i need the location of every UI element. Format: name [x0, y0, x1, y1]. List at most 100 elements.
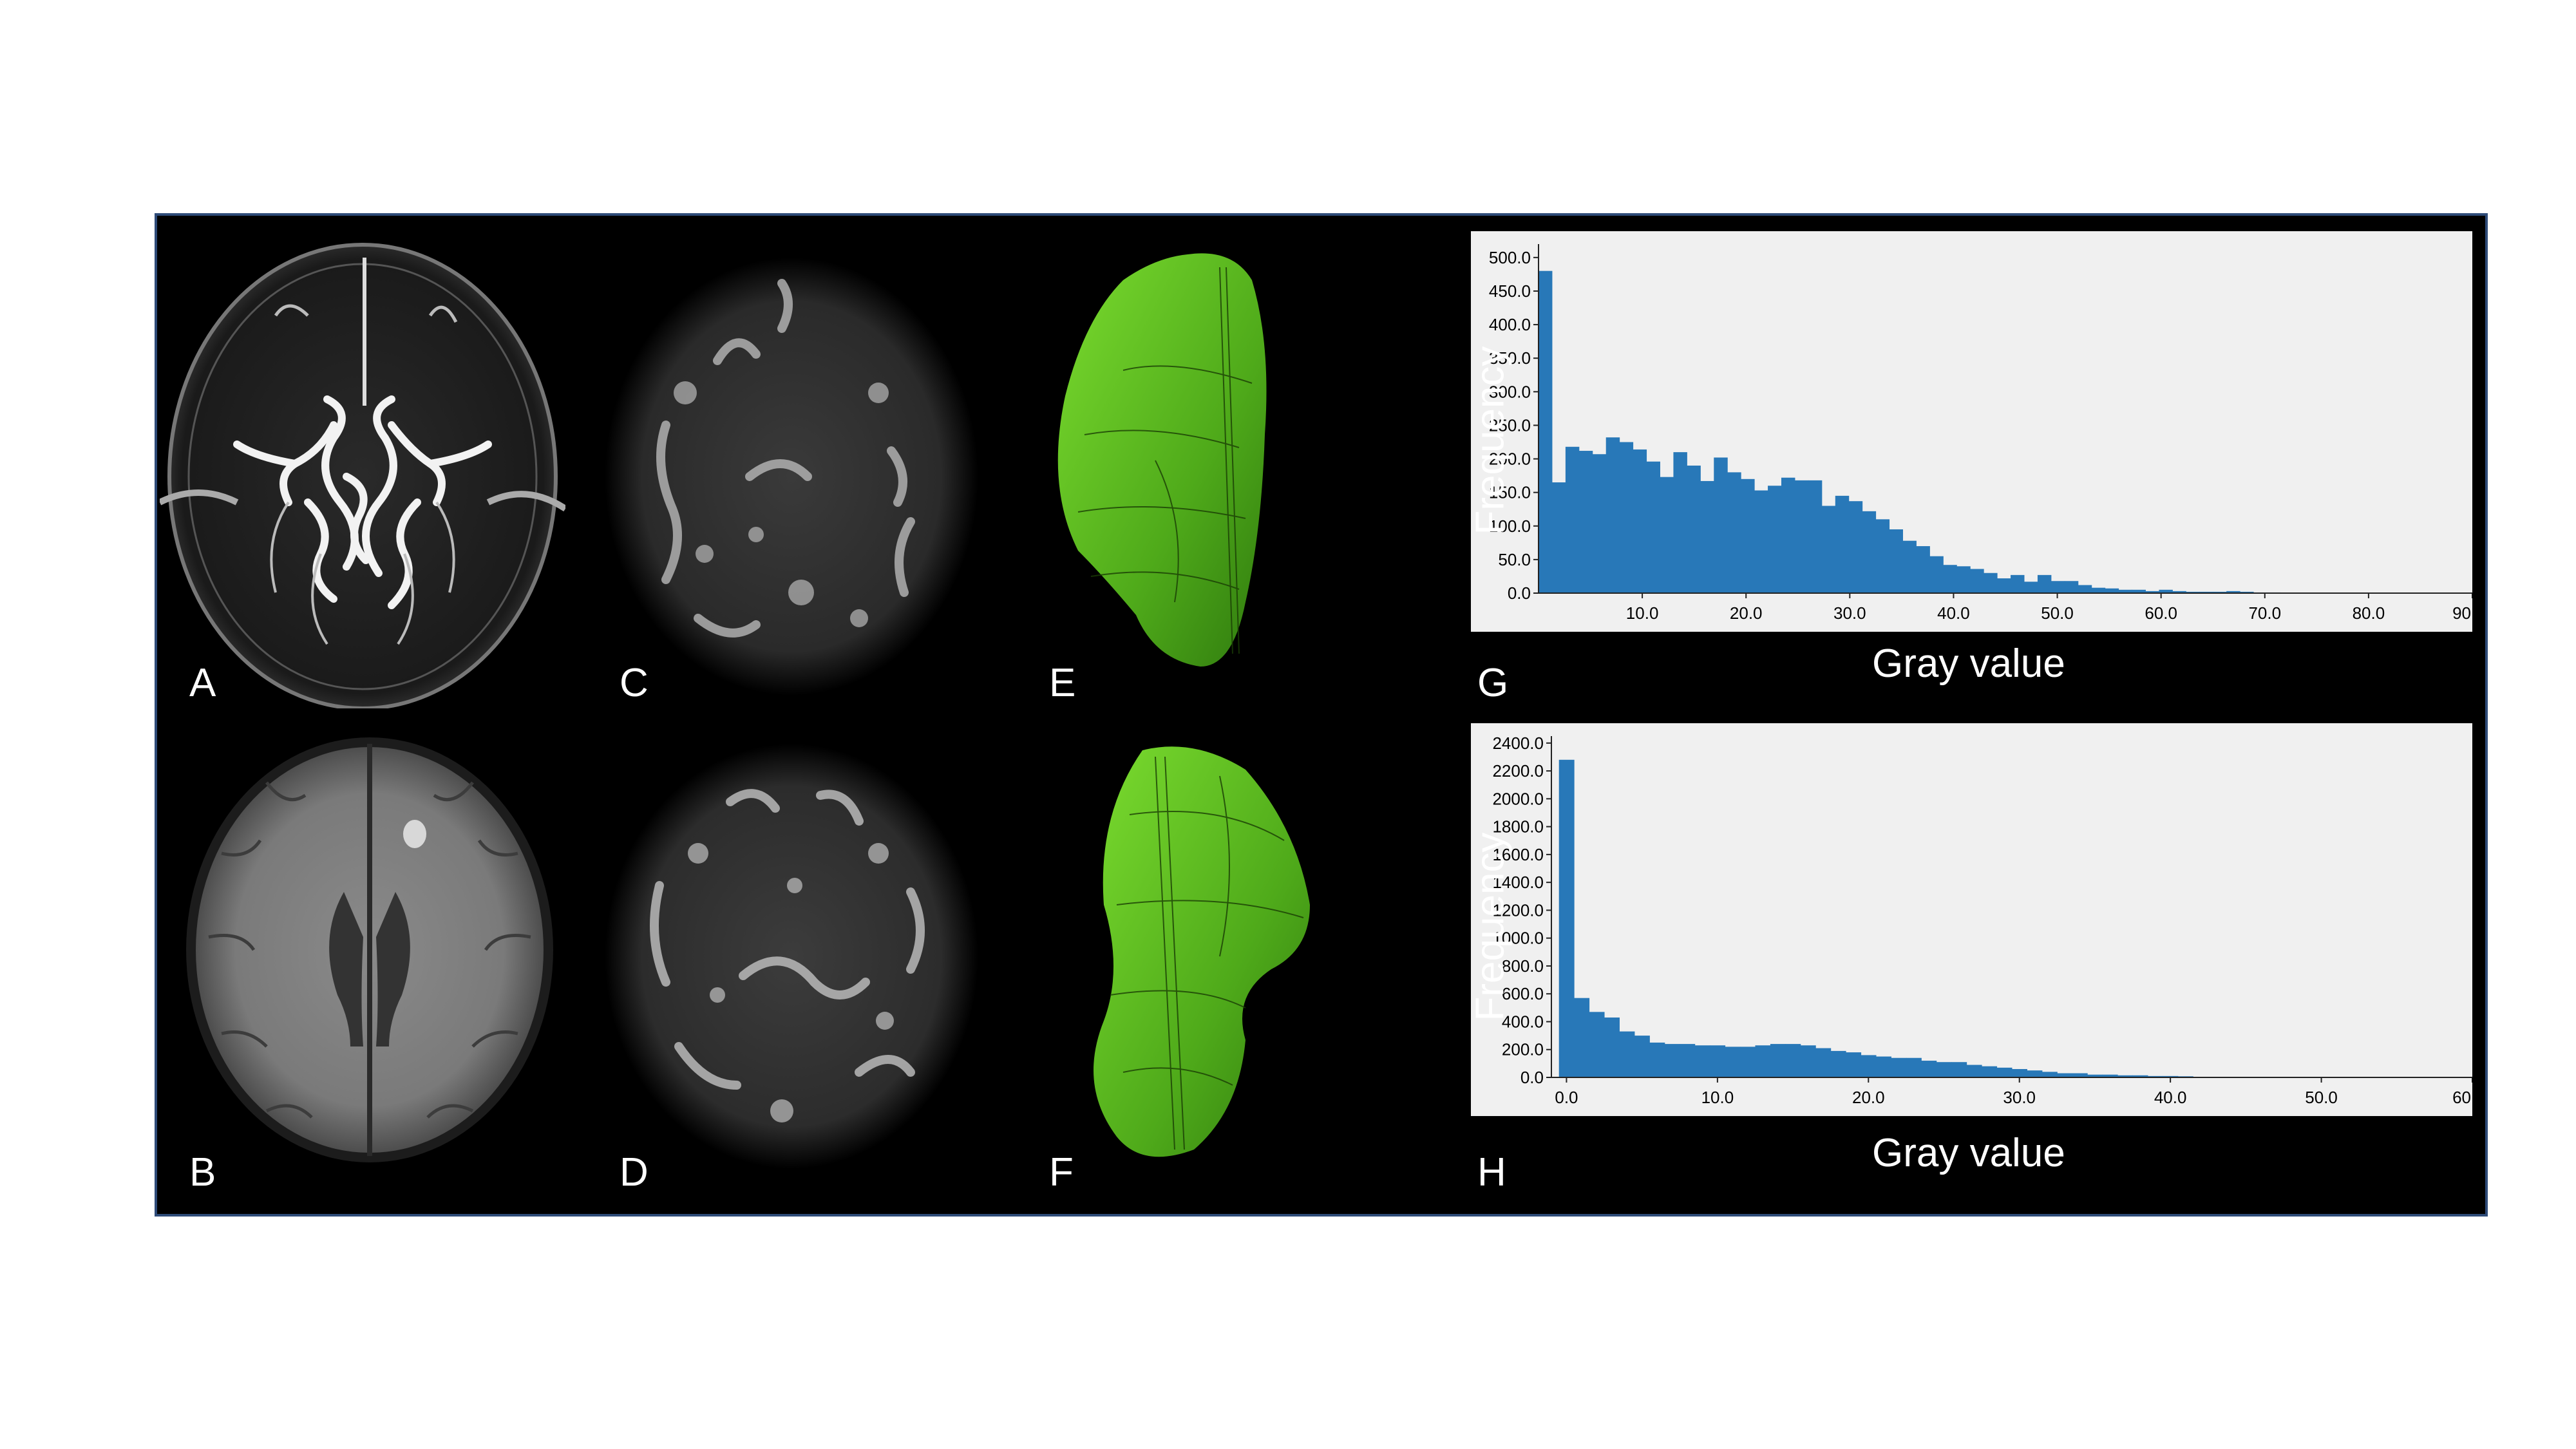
y-axis-label-g: Frequency: [1468, 346, 1513, 535]
histogram-bar: [1589, 1012, 1605, 1077]
segmentation-mesh-e: [1027, 242, 1349, 712]
histogram-bar: [2118, 589, 2133, 593]
histogram-bar: [1694, 1045, 1710, 1077]
histogram-bar: [1664, 1044, 1680, 1077]
histogram-g-svg: 0.0 50.0 100.0 150.0 200.0 250.0 300.0 350.0 400…: [1489, 244, 2472, 623]
panel-label-d: D: [620, 1150, 649, 1195]
y-tick-label: 150.0: [1489, 483, 1531, 502]
x-tick-label: 60: [2452, 1088, 2471, 1107]
y-tick-label: 1400.0: [1492, 873, 1544, 892]
histogram-bar: [1848, 501, 1863, 593]
histogram-bar: [1875, 519, 1890, 593]
perfusion-image-d: [589, 724, 994, 1188]
histogram-bar: [2172, 591, 2186, 593]
histogram-bar: [1846, 1052, 1862, 1077]
histogram-h-svg: 0.0200.0400.0600.0800.01000.01200.01400.…: [1492, 734, 2472, 1107]
y-tick-label: 200.0: [1489, 450, 1531, 469]
histogram-bar: [1906, 1057, 1922, 1077]
histogram-bar: [1565, 446, 1580, 593]
x-tick-label: 40.0: [1937, 603, 1970, 623]
histogram-bar: [1943, 565, 1957, 593]
y-tick-label: 50.0: [1498, 550, 1531, 569]
histogram-bar: [2011, 574, 2025, 593]
y-tick-label: 0.0: [1520, 1068, 1544, 1087]
y-tick-label: 600.0: [1502, 984, 1544, 1003]
histogram-bar: [1755, 1045, 1771, 1077]
histogram-bar: [1830, 1050, 1846, 1077]
histogram-bar: [1815, 1048, 1832, 1077]
histogram-bar: [2024, 582, 2038, 593]
y-tick-label: 2400.0: [1492, 734, 1544, 753]
mra-image-a: [160, 232, 565, 708]
x-tick-label: 40.0: [2154, 1088, 2187, 1107]
histogram-bar: [2132, 589, 2146, 593]
figure-panel: 0.0 50.0 100.0 150.0 200.0 250.0 300.0 350.0 400…: [155, 213, 2488, 1217]
histogram-bar: [1660, 477, 1674, 593]
x-tick-label: 50.0: [2041, 603, 2074, 623]
y-tick-label: 0.0: [1508, 583, 1531, 603]
y-tick-label: 1600.0: [1492, 845, 1544, 864]
histogram-bar: [2163, 1075, 2179, 1077]
x-tick-label: 60.0: [2145, 603, 2177, 623]
histogram-bar: [1574, 998, 1590, 1077]
histogram-bar: [1673, 452, 1687, 593]
histogram-bar: [1727, 472, 1741, 593]
histogram-bar: [2041, 1072, 2058, 1077]
y-tick-label: 400.0: [1489, 315, 1531, 334]
histogram-bar: [2050, 581, 2065, 593]
x-tick-label: 90: [2452, 603, 2471, 623]
histogram-bar: [1921, 1061, 1937, 1077]
histogram-bar: [1714, 457, 1728, 593]
histogram-bar: [1649, 1042, 1665, 1077]
x-tick-label: 30.0: [2003, 1088, 2036, 1107]
y-tick-label: 350.0: [1489, 348, 1531, 368]
x-tick-label: 20.0: [1730, 603, 1763, 623]
panel-label-b: B: [189, 1150, 216, 1195]
histogram-bar: [2091, 587, 2106, 593]
histogram-bar: [1936, 1062, 1952, 1077]
y-tick-label: 1800.0: [1492, 817, 1544, 837]
y-tick-label: 200.0: [1502, 1040, 1544, 1059]
histogram-bar: [1710, 1045, 1726, 1077]
histogram-bar: [1966, 1065, 1982, 1077]
y-tick-label: 250.0: [1489, 415, 1531, 435]
y-tick-label: 500.0: [1489, 248, 1531, 267]
histogram-bar: [1902, 540, 1917, 593]
y-tick-label: 100.0: [1489, 516, 1531, 536]
histogram-bar: [2226, 591, 2240, 593]
dwi-image-b: [170, 724, 569, 1175]
histogram-bar: [1725, 1046, 1741, 1077]
histogram-bar: [2213, 591, 2227, 593]
histogram-bar: [1741, 478, 1755, 593]
x-tick-label: 80.0: [2353, 603, 2385, 623]
histogram-bar: [1687, 465, 1701, 593]
histogram-bar: [1835, 495, 1850, 593]
panel-label-h: H: [1477, 1150, 1506, 1195]
histogram-bar: [1634, 1036, 1650, 1077]
histogram-bar: [1794, 480, 1809, 593]
x-tick-label: 50.0: [2305, 1088, 2338, 1107]
y-tick-label: 800.0: [1502, 956, 1544, 976]
y-tick-label: 1000.0: [1492, 929, 1544, 948]
histogram-bar: [2117, 1075, 2134, 1077]
histogram-bar: [1876, 1056, 1891, 1077]
x-tick-label: 30.0: [1833, 603, 1866, 623]
histogram-bar: [1785, 1044, 1801, 1077]
histogram-bar: [1619, 1031, 1635, 1077]
histogram-bar: [1633, 449, 1647, 593]
histogram-bar: [1970, 569, 1984, 593]
histogram-bar: [1539, 270, 1553, 593]
histogram-bar: [1551, 482, 1566, 593]
histogram-bar: [2145, 591, 2159, 593]
y-axis-label-h: Frequency: [1468, 832, 1513, 1021]
histogram-bar: [2072, 1073, 2088, 1077]
histogram-bar: [1808, 480, 1823, 593]
x-tick-label: 10.0: [1701, 1088, 1734, 1107]
histogram-bar: [2105, 588, 2119, 593]
histogram-bar: [2057, 1073, 2073, 1077]
histogram-bar: [1578, 451, 1593, 593]
histogram-bar: [1558, 759, 1575, 1077]
histogram-bar: [1951, 1062, 1967, 1077]
panel-label-e: E: [1049, 661, 1076, 705]
histogram-bar: [2064, 581, 2079, 593]
